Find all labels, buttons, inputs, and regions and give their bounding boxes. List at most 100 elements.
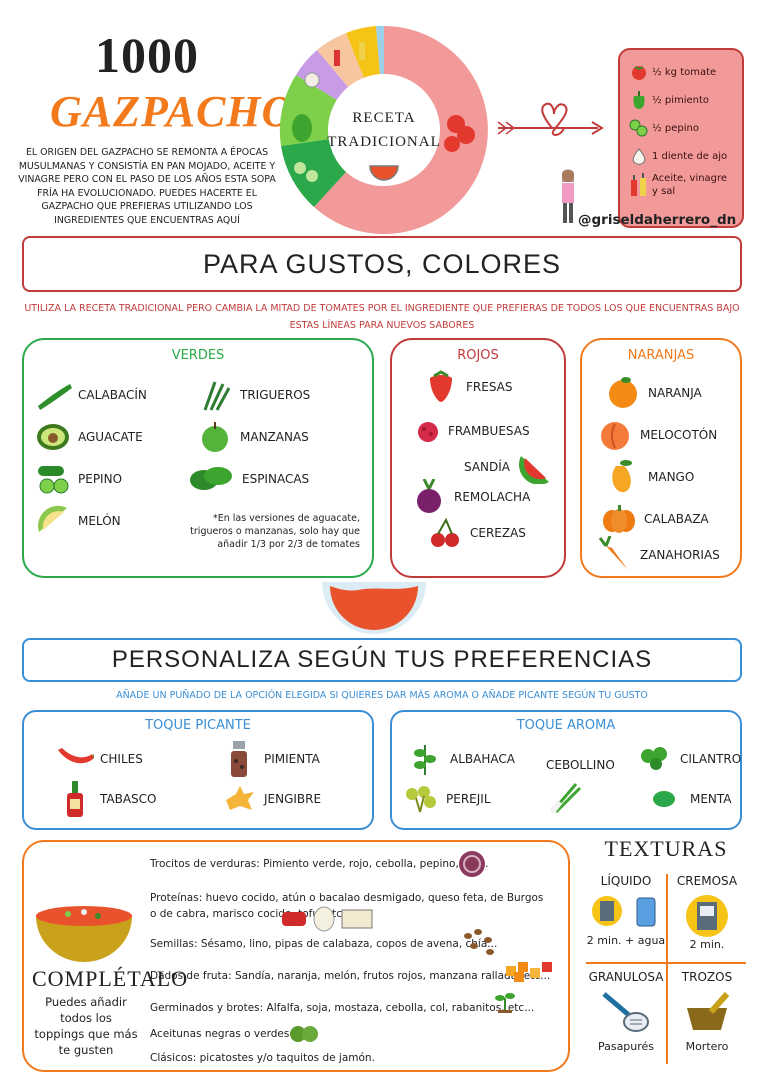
texture-label: TROZOS — [681, 970, 733, 984]
recipe-row: ½ pepino — [626, 116, 736, 140]
texture-cell-granulosa: GRANULOSA Pasapurés — [586, 970, 666, 1053]
list-item: CILANTRO — [636, 742, 741, 776]
completalo-title: COMPLÉTALO — [32, 966, 189, 991]
spinach-icon — [188, 462, 236, 496]
item-label: MANGO — [648, 470, 695, 484]
tabasco-icon — [56, 781, 94, 817]
texturas-divider-h — [586, 962, 746, 964]
recipe-donut: RECETA TRADICIONAL — [276, 22, 492, 238]
beetroot-icon — [410, 479, 448, 514]
heart-arrow-icon — [494, 100, 612, 148]
preferencias-banner: PERSONALIZA SEGÚN TUS PREFERENCIAS — [22, 638, 742, 682]
topping-item: Semillas: Sésamo, lino, pipas de calabaz… — [150, 938, 498, 950]
recipe-text: ½ pimiento — [652, 94, 710, 106]
texture-cell-liquido: LÍQUIDO 2 min. + agua — [586, 874, 666, 947]
list-item: MANGO — [604, 460, 694, 494]
texture-sub: Pasapurés — [597, 1040, 655, 1053]
list-item: FRESAS — [422, 370, 513, 404]
texture-label: LÍQUIDO — [600, 874, 652, 888]
list-item: MANZANAS — [196, 420, 309, 454]
rojos-title: ROJOS — [457, 348, 499, 363]
tomato-icon — [626, 63, 652, 81]
list-item: PIMIENTA — [220, 741, 320, 777]
garlic-icon — [626, 147, 652, 165]
rojos-box: ROJOS FRESAS FRAMBUESAS SANDÍA REMOLACHA… — [390, 338, 566, 578]
aroma-box: TOQUE AROMA ALBAHACA PEREJIL CEBOLLINO C… — [390, 710, 742, 830]
avocado-icon — [34, 420, 72, 454]
list-item: CALABACÍN — [34, 378, 147, 412]
recipe-ingredients-card: ½ kg tomate ½ pimiento ½ pepino 1 diente… — [618, 48, 744, 228]
list-item: CHILES — [56, 742, 143, 776]
item-label: FRESAS — [466, 380, 513, 394]
texture-cell-trozos: TROZOS Mortero — [668, 970, 746, 1053]
list-item: PEREJIL — [402, 782, 491, 816]
pepper-grinder-icon — [220, 741, 258, 777]
mint-icon — [646, 782, 684, 816]
recipe-row: 1 diente de ajo — [626, 144, 736, 168]
asparagus-icon — [196, 378, 234, 412]
list-item: MELÓN — [34, 504, 121, 538]
blender-icon — [586, 894, 666, 928]
texture-label: CREMOSA — [676, 874, 738, 888]
recipe-text: Aceite, vinagre y sal — [652, 173, 728, 197]
recipe-text: ½ pepino — [652, 122, 699, 134]
picante-box: TOQUE PICANTE CHILES TABASCO PIMIENTA JE… — [22, 710, 374, 830]
cherry-icon — [426, 516, 464, 550]
naranjas-title: NARANJAS — [627, 348, 695, 363]
mortar-icon — [668, 990, 746, 1034]
verdes-title: VERDES — [171, 348, 225, 363]
item-label: PEPINO — [78, 472, 123, 486]
item-label: MENTA — [690, 792, 732, 806]
list-item: SANDÍA — [464, 450, 560, 484]
texturas-title: TEXTURAS — [604, 836, 728, 861]
protein-icons — [280, 906, 380, 936]
orange-icon — [604, 376, 642, 410]
gazpacho-bowl-icon — [32, 900, 136, 968]
colores-subtitle: Utiliza la receta tradicional pero cambi… — [24, 303, 740, 331]
list-item: NARANJA — [604, 376, 702, 410]
aroma-title: TOQUE AROMA — [516, 718, 616, 733]
chives-icon — [549, 778, 584, 818]
item-label: NARANJA — [648, 386, 702, 400]
item-label: CHILES — [100, 752, 143, 766]
item-label: PIMIENTA — [264, 752, 320, 766]
texture-cell-cremosa: CREMOSA 2 min. — [668, 874, 746, 951]
list-item: ZANAHORIAS — [596, 536, 720, 572]
completalo-subtitle: Puedes añadir todos los toppings que más… — [34, 995, 138, 1057]
fruit-dice-icon — [502, 958, 562, 988]
verdes-note: *En las versiones de aguacate, trigueros… — [190, 513, 360, 550]
topping-item: Germinados y brotes: Alfalfa, soja, most… — [150, 1002, 535, 1014]
title-number: 1000 — [95, 27, 199, 83]
cucumber-icon — [34, 462, 72, 496]
raspberry-icon — [414, 414, 442, 448]
cucumber-icon — [626, 119, 652, 137]
item-label: CILANTRO — [680, 752, 742, 766]
item-label: REMOLACHA — [454, 490, 531, 504]
list-item: ESPINACAS — [188, 462, 309, 496]
texture-label: GRANULOSA — [588, 970, 664, 984]
item-label: CALABAZA — [644, 512, 709, 526]
recipe-row: Aceite, vinagre y sal — [626, 172, 736, 208]
list-item: TABASCO — [56, 781, 157, 817]
item-label: CALABACÍN — [78, 388, 147, 402]
watermelon-icon — [516, 450, 554, 484]
oil-vinegar-icon — [626, 172, 652, 198]
ginger-icon — [220, 782, 258, 816]
intro-text: El origen del gazpacho se remonta a époc… — [18, 147, 276, 226]
pepper-icon — [626, 90, 652, 110]
verdes-box: VERDES CALABACÍN AGUACATE PEPINO MELÓN T… — [22, 338, 374, 578]
masher-icon — [586, 990, 666, 1034]
item-label: CEBOLLINO — [546, 758, 615, 772]
donut-label-line1: RECETA — [352, 110, 416, 126]
sprout-icon — [492, 988, 518, 1018]
item-label: ESPINACAS — [242, 472, 310, 486]
thermomix-icon — [668, 892, 746, 938]
recipe-text: 1 diente de ajo — [652, 150, 728, 162]
list-item: CEREZAS — [426, 516, 526, 550]
cilantro-icon — [636, 742, 674, 776]
peach-icon — [596, 418, 634, 452]
texture-sub: 2 min. + agua — [586, 934, 666, 947]
item-label: CEREZAS — [470, 526, 526, 540]
texturas-divider-v — [666, 874, 668, 1064]
topping-item: Dados de fruta: Sandía, naranja, melón, … — [150, 970, 551, 982]
